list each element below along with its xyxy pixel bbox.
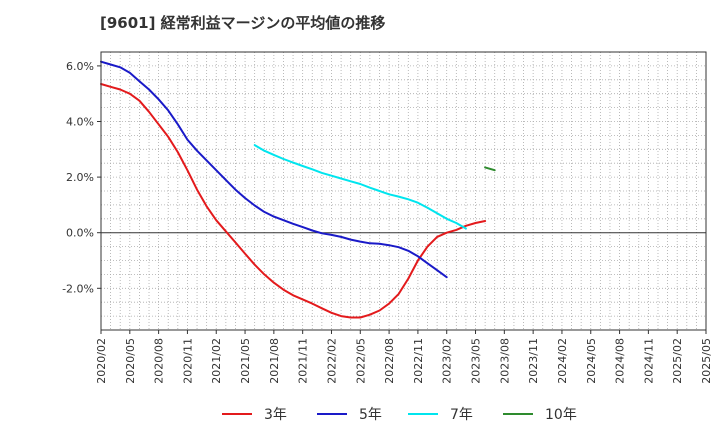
x-tick-label: 2020/11 <box>181 338 194 384</box>
x-tick-label: 2022/08 <box>383 338 396 384</box>
series-line <box>484 166 496 172</box>
y-tick-label: 0.0% <box>66 227 94 240</box>
legend-label: 5年 <box>359 407 382 423</box>
series-line <box>253 144 467 230</box>
x-tick-label: 2024/02 <box>556 338 569 384</box>
x-tick-label: 2022/02 <box>325 338 338 384</box>
x-tick-label: 2022/11 <box>412 338 425 384</box>
x-tick-label: 2023/02 <box>441 338 454 384</box>
x-tick-label: 2021/05 <box>239 338 252 384</box>
y-tick-label: 4.0% <box>66 116 94 129</box>
y-tick-label: 6.0% <box>66 60 94 73</box>
y-tick-label: 2.0% <box>66 171 94 184</box>
plot-frame <box>100 51 707 331</box>
x-tick-label: 2021/08 <box>268 338 281 384</box>
grid-lines <box>101 52 706 330</box>
y-axis: 6.0% 4.0% 2.0% 0.0% -2.0% <box>62 60 101 295</box>
x-tick-label: 2021/02 <box>210 338 223 384</box>
x-tick-label: 2024/11 <box>642 338 655 384</box>
legend-label: 3年 <box>264 407 287 423</box>
x-tick-label: 2025/05 <box>700 338 713 384</box>
chart-title: [9601] 経常利益マージンの平均値の推移 <box>100 14 386 32</box>
x-tick-label: 2020/02 <box>95 338 108 384</box>
x-tick-label: 2020/08 <box>153 338 166 384</box>
x-tick-label: 2022/05 <box>354 338 367 384</box>
x-tick-label: 2025/02 <box>671 338 684 384</box>
x-tick-label: 2023/11 <box>527 338 540 384</box>
legend-label: 10年 <box>545 407 577 423</box>
y-tick-label: -2.0% <box>62 282 94 295</box>
x-tick-label: 2023/08 <box>498 338 511 384</box>
x-tick-label: 2020/05 <box>124 338 137 384</box>
series-lines <box>100 60 496 319</box>
series-line <box>100 83 487 319</box>
x-tick-label: 2024/05 <box>585 338 598 384</box>
x-tick-label: 2024/08 <box>614 338 627 384</box>
x-tick-label: 2023/05 <box>470 338 483 384</box>
x-tick-label: 2021/11 <box>297 338 310 384</box>
series-line <box>100 60 448 279</box>
legend-label: 7年 <box>450 407 473 423</box>
x-axis: 2020/02 2020/05 2020/08 2020/11 2021/02 2021/… <box>95 330 713 384</box>
legend: 3年 5年 7年 10年 <box>222 407 577 423</box>
